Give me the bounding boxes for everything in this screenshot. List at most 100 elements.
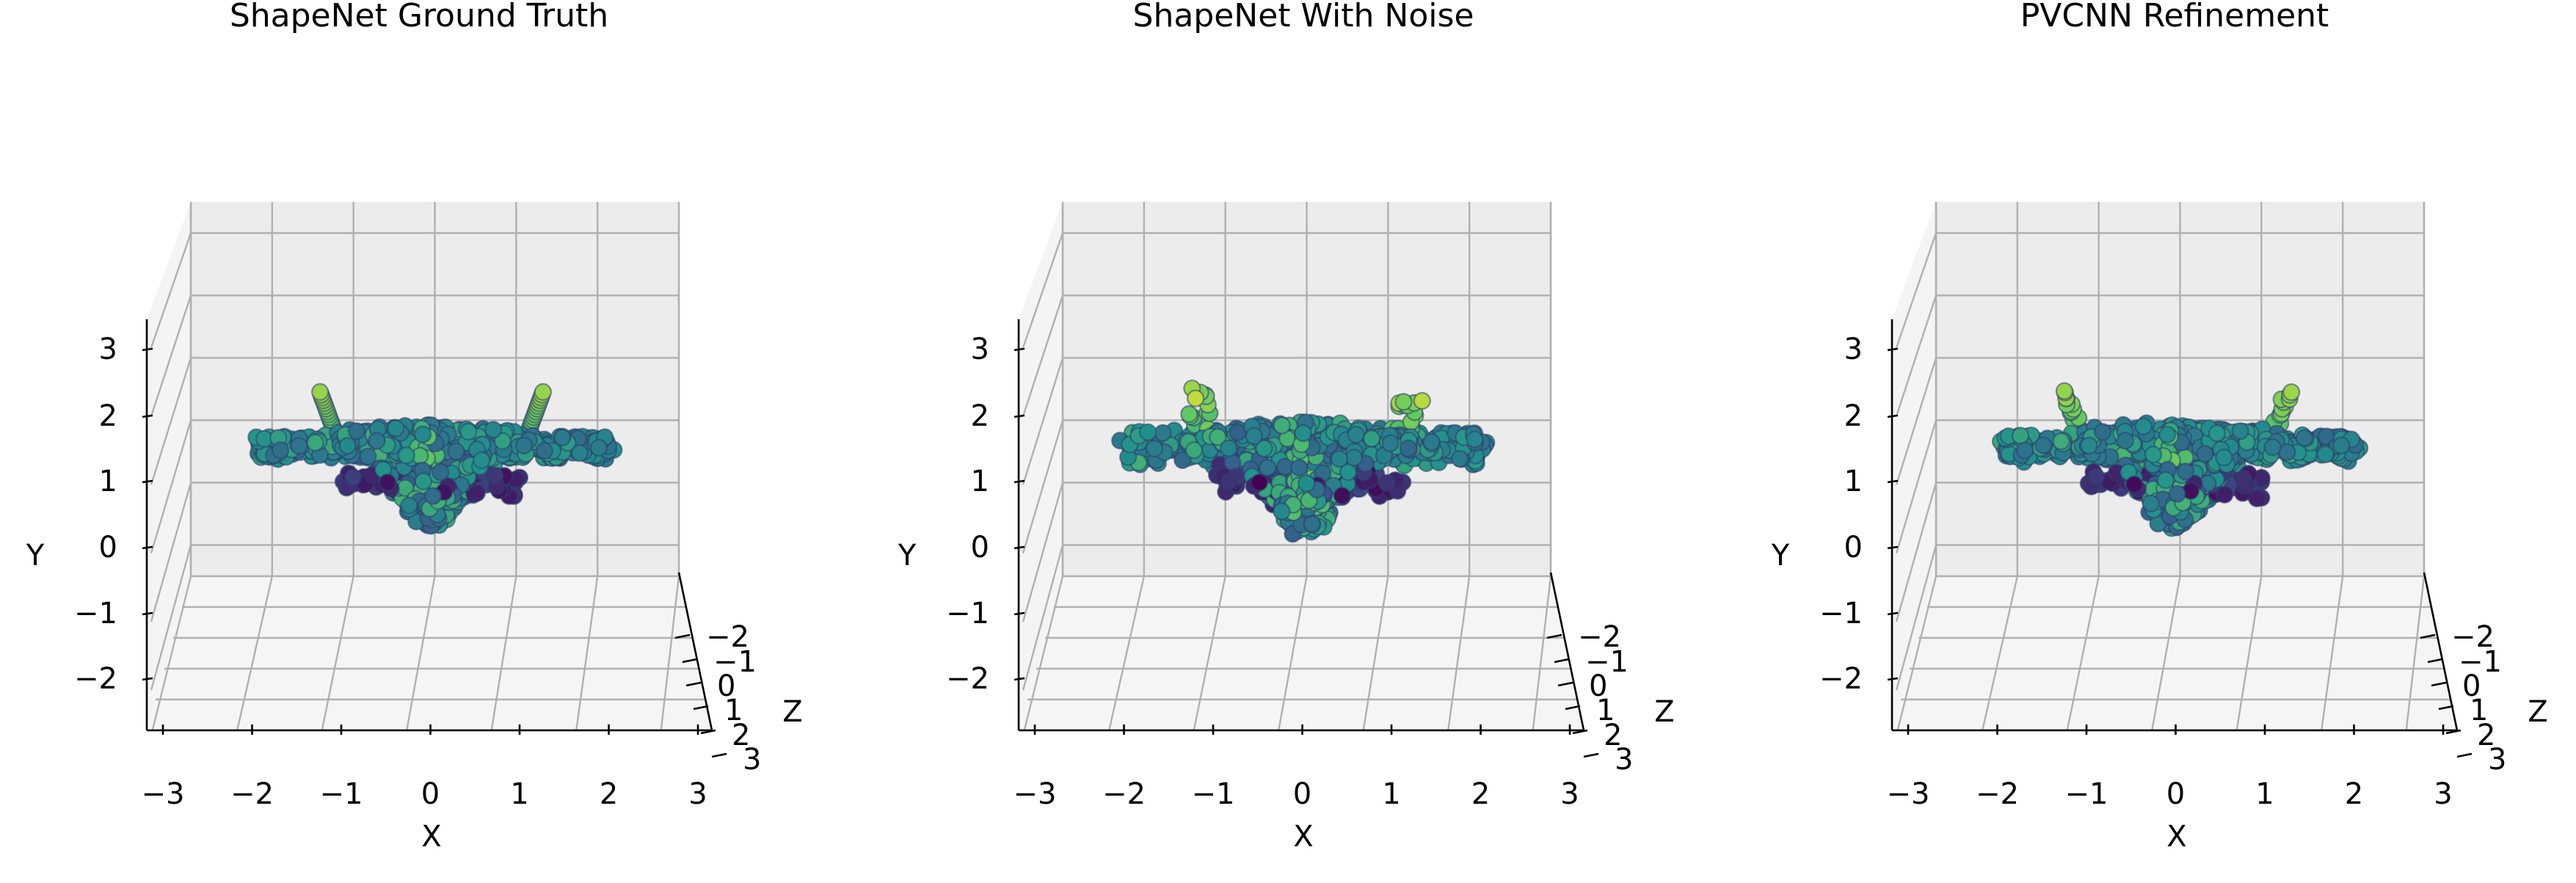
data-point: [2116, 432, 2134, 450]
z-axis-line: [677, 572, 713, 731]
z-axis-line: [2423, 572, 2459, 731]
x-tick-label: −1: [1192, 777, 1235, 811]
data-point: [2016, 441, 2034, 459]
z-axis-label: Z: [782, 695, 802, 729]
y-tick-label: −1: [1819, 597, 1863, 631]
data-point: [1294, 424, 1312, 443]
y-tick-label: 1: [99, 465, 117, 498]
data-point: [1220, 472, 1238, 490]
x-tick-label: −1: [2065, 777, 2109, 811]
data-point: [535, 441, 554, 460]
x-tick-label: 3: [2434, 777, 2452, 811]
data-point: [1399, 439, 1418, 458]
x-tick-label: 0: [421, 777, 440, 811]
data-point: [387, 419, 405, 437]
z-tick-label: 0: [1589, 669, 1607, 703]
y-tick-label: −1: [946, 597, 989, 631]
data-point: [1303, 515, 1321, 534]
x-tick-label: −1: [320, 777, 363, 811]
chart-title: PVCNN Refinement: [2020, 0, 2329, 34]
x-tick-label: −2: [1976, 777, 2019, 811]
data-point: [1378, 473, 1396, 493]
data-point: [2282, 383, 2301, 401]
data-point: [1394, 393, 1413, 411]
data-point: [486, 466, 504, 485]
y-axis-label: Y: [898, 539, 917, 573]
z-tick-label: 2: [1604, 719, 1622, 752]
z-tick-label: −2: [706, 620, 749, 654]
data-point: [473, 451, 491, 470]
x-axis-label: X: [1293, 820, 1313, 854]
y-axis-label: Y: [1771, 539, 1790, 573]
z-tick-label: 2: [732, 719, 750, 752]
data-point: [2158, 426, 2177, 444]
y-tick-label: 2: [99, 399, 117, 433]
data-point: [2034, 436, 2053, 454]
x-tick-label: −3: [1887, 777, 1930, 811]
z-tick-label: −1: [713, 645, 757, 679]
grid-lines: [1019, 202, 1584, 732]
data-point: [1185, 441, 1204, 459]
data-point: [413, 425, 432, 444]
data-point: [1381, 434, 1400, 453]
data-point: [2295, 429, 2313, 447]
data-point: [1186, 389, 1205, 407]
data-point: [2144, 446, 2163, 464]
data-point: [484, 421, 503, 439]
z-axis-label: Z: [2528, 695, 2547, 729]
data-point: [2231, 422, 2249, 440]
data-point: [2234, 469, 2252, 487]
x-tick-label: 0: [1293, 777, 1311, 811]
y-tick-label: 3: [1844, 333, 1863, 366]
data-point: [306, 433, 324, 452]
data-point: [2215, 448, 2233, 467]
x-tick-label: 0: [2166, 777, 2185, 811]
data-point: [423, 487, 443, 505]
data-point: [2055, 382, 2073, 400]
y-tick-label: −2: [1819, 662, 1863, 696]
data-point: [2134, 417, 2153, 436]
y-tick-label: −1: [74, 597, 117, 631]
data-point: [1347, 426, 1365, 444]
x-tick-label: 2: [2345, 777, 2363, 811]
z-tick-label: −2: [1578, 620, 1621, 654]
data-point: [2332, 436, 2351, 455]
y-ticks: −2 −1 0 1 2 3: [1819, 333, 1899, 696]
data-point: [1255, 439, 1273, 458]
x-axis-label: X: [421, 820, 441, 854]
data-point: [2216, 485, 2234, 504]
data-point: [378, 473, 397, 492]
point-cloud: [1991, 382, 2369, 537]
y-tick-label: 0: [1844, 531, 1863, 564]
x-tick-label: 1: [510, 777, 528, 811]
data-point: [290, 437, 308, 455]
data-point: [272, 441, 290, 459]
data-point: [1333, 487, 1351, 505]
data-point: [347, 422, 366, 440]
z-tick-label: −1: [1585, 645, 1629, 679]
data-point: [514, 436, 534, 455]
y-ticks: −2 −1 0 1 2 3: [946, 333, 1025, 696]
x-ticks: −3 −2 −1 0 1 2 3: [1887, 724, 2453, 811]
x-ticks: −3 −2 −1 0 1 2 3: [1014, 724, 1579, 811]
data-point: [553, 428, 572, 447]
y-tick-label: 0: [971, 531, 989, 564]
data-point: [1345, 448, 1364, 467]
z-tick-label: −1: [2459, 645, 2502, 679]
z-axis-label: Z: [1654, 695, 1674, 729]
data-point: [534, 382, 553, 401]
z-axis-line: [1549, 572, 1585, 731]
y-ticks: −2 −1 0 1 2 3: [74, 333, 153, 696]
z-tick-label: 0: [717, 669, 735, 703]
data-point: [359, 447, 377, 466]
z-tick-label: 0: [2462, 669, 2481, 703]
data-point: [432, 463, 450, 482]
x-tick-label: 2: [1471, 777, 1490, 811]
data-point: [589, 438, 608, 457]
data-point: [1422, 433, 1441, 451]
